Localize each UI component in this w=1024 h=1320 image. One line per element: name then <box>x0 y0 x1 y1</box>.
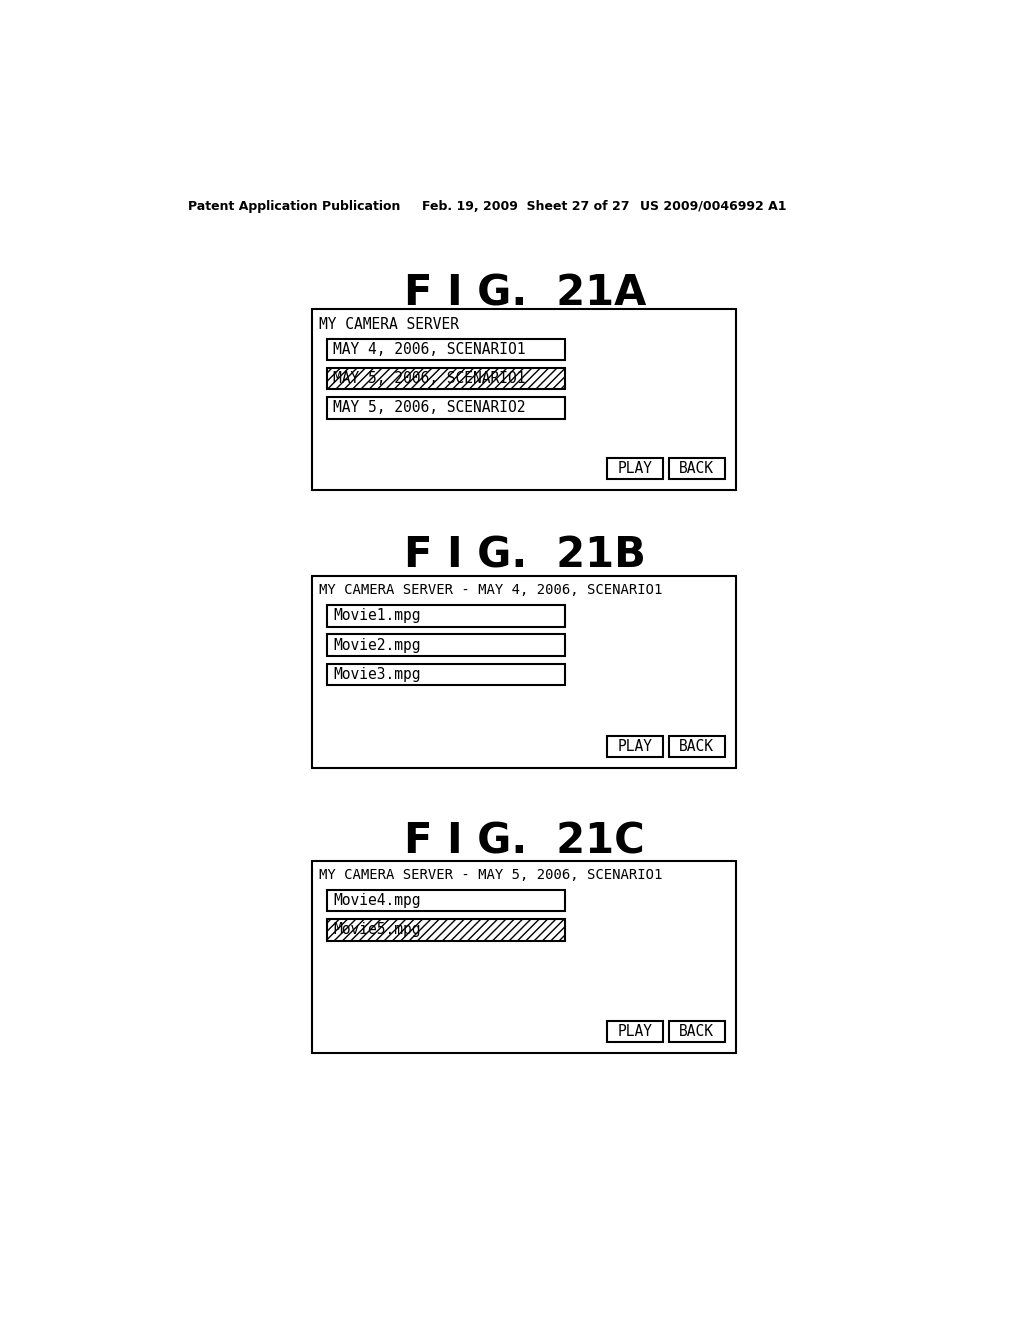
Text: F I G.  21B: F I G. 21B <box>403 535 646 576</box>
Bar <box>328 919 564 941</box>
Bar <box>607 737 663 758</box>
Bar <box>328 890 564 911</box>
Bar <box>328 339 564 360</box>
Text: Patent Application Publication: Patent Application Publication <box>188 199 400 213</box>
Text: BACK: BACK <box>679 1024 715 1039</box>
Bar <box>328 397 564 418</box>
Bar <box>328 635 564 656</box>
Text: F I G.  21A: F I G. 21A <box>403 272 646 314</box>
Bar <box>669 737 725 758</box>
Text: PLAY: PLAY <box>617 739 652 754</box>
Bar <box>328 368 564 389</box>
Text: US 2009/0046992 A1: US 2009/0046992 A1 <box>640 199 786 213</box>
Bar <box>328 605 564 627</box>
Bar <box>311 309 735 490</box>
Text: BACK: BACK <box>679 739 715 754</box>
Text: Movie2.mpg: Movie2.mpg <box>334 638 421 652</box>
Text: Movie3.mpg: Movie3.mpg <box>334 667 421 682</box>
Bar <box>607 1020 663 1043</box>
Bar <box>328 664 564 685</box>
Text: MY CAMERA SERVER: MY CAMERA SERVER <box>319 317 460 333</box>
Text: Feb. 19, 2009  Sheet 27 of 27: Feb. 19, 2009 Sheet 27 of 27 <box>423 199 630 213</box>
Text: F I G.  21C: F I G. 21C <box>404 821 645 862</box>
Text: MAY 4, 2006, SCENARIO1: MAY 4, 2006, SCENARIO1 <box>334 342 526 356</box>
Text: Movie4.mpg: Movie4.mpg <box>334 894 421 908</box>
Text: MY CAMERA SERVER - MAY 4, 2006, SCENARIO1: MY CAMERA SERVER - MAY 4, 2006, SCENARIO… <box>319 583 663 598</box>
Bar <box>607 458 663 479</box>
Text: PLAY: PLAY <box>617 1024 652 1039</box>
Bar <box>669 1020 725 1043</box>
Text: BACK: BACK <box>679 461 715 477</box>
Text: PLAY: PLAY <box>617 461 652 477</box>
Bar <box>311 861 735 1053</box>
Bar <box>669 458 725 479</box>
Bar <box>311 576 735 768</box>
Text: MAY 5, 2006, SCENARIO1: MAY 5, 2006, SCENARIO1 <box>334 371 526 387</box>
Text: MAY 5, 2006, SCENARIO2: MAY 5, 2006, SCENARIO2 <box>334 400 526 416</box>
Text: Movie1.mpg: Movie1.mpg <box>334 609 421 623</box>
Text: Movie5.mpg: Movie5.mpg <box>334 923 421 937</box>
Text: MY CAMERA SERVER - MAY 5, 2006, SCENARIO1: MY CAMERA SERVER - MAY 5, 2006, SCENARIO… <box>319 869 663 882</box>
